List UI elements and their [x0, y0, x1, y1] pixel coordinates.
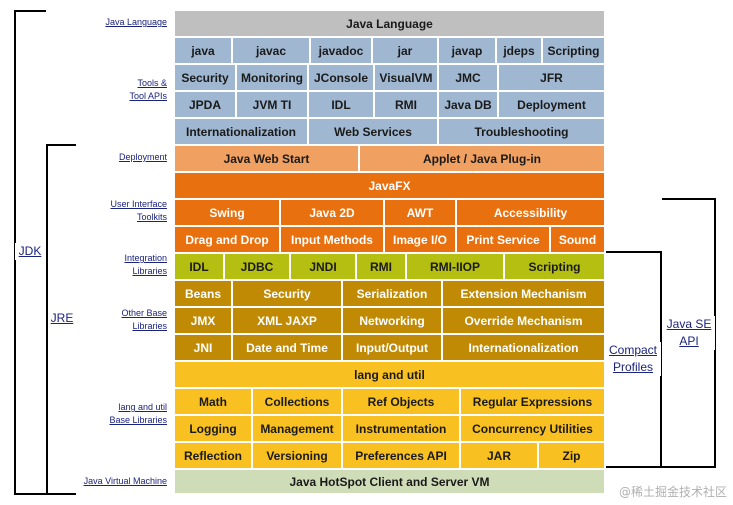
component-jdeps[interactable]: jdeps [497, 38, 543, 65]
component-collections[interactable]: Collections [253, 389, 343, 416]
component-input-methods[interactable]: Input Methods [281, 227, 385, 254]
row-label-java-language[interactable]: Java Language [105, 16, 167, 29]
component-javadoc[interactable]: javadoc [311, 38, 373, 65]
row-label-line: Other Base [121, 308, 167, 318]
component-scripting[interactable]: Scripting [543, 38, 606, 65]
component-java-db[interactable]: Java DB [439, 92, 499, 119]
component-java-language[interactable]: Java Language [175, 11, 606, 38]
java-se-api-bracket [662, 198, 716, 468]
component-jmx[interactable]: JMX [175, 308, 233, 335]
row-label-lang-and-util-base-libraries[interactable]: lang and util Base Libraries [109, 401, 167, 427]
component-jmc[interactable]: JMC [439, 65, 499, 92]
row-label-user-interface-toolkits[interactable]: User Interface Toolkits [110, 198, 167, 224]
component-drag-and-drop[interactable]: Drag and Drop [175, 227, 281, 254]
component-idl[interactable]: IDL [309, 92, 375, 119]
component-extension-mechanism[interactable]: Extension Mechanism [443, 281, 606, 308]
component-beans[interactable]: Beans [175, 281, 233, 308]
row-label-line: User Interface [110, 199, 167, 209]
component-image-i-o[interactable]: Image I/O [385, 227, 457, 254]
row-label-line: Deployment [118, 152, 167, 162]
component-deployment[interactable]: Deployment [499, 92, 606, 119]
component-jpda[interactable]: JPDA [175, 92, 237, 119]
row-label-java-virtual-machine[interactable]: Java Virtual Machine [84, 475, 167, 488]
component-scripting[interactable]: Scripting [505, 254, 606, 281]
component-visualvm[interactable]: VisualVM [375, 65, 439, 92]
component-management[interactable]: Management [253, 416, 343, 443]
component-sound[interactable]: Sound [551, 227, 606, 254]
component-jar[interactable]: jar [373, 38, 439, 65]
compact-profiles-label[interactable]: Compact Profiles [605, 342, 661, 376]
row-label-other-base-libraries[interactable]: Other Base Libraries [121, 307, 167, 333]
component-java-hotspot-client-and-server-vm[interactable]: Java HotSpot Client and Server VM [175, 470, 606, 495]
component-javap[interactable]: javap [439, 38, 497, 65]
component-java[interactable]: java [175, 38, 233, 65]
component-internationalization[interactable]: Internationalization [443, 335, 606, 362]
component-monitoring[interactable]: Monitoring [237, 65, 309, 92]
row-label-line: Java Language [105, 17, 167, 27]
component-security[interactable]: Security [175, 65, 237, 92]
row-label-deployment[interactable]: Deployment [119, 151, 167, 164]
component-print-service[interactable]: Print Service [457, 227, 551, 254]
jre-label[interactable]: JRE [48, 310, 76, 327]
component-rmi[interactable]: RMI [357, 254, 407, 281]
component-javafx[interactable]: JavaFX [175, 173, 606, 200]
component-troubleshooting[interactable]: Troubleshooting [439, 119, 606, 146]
row-label-line: Tool APIs [129, 91, 167, 101]
row-label-line: Toolkits [136, 212, 167, 222]
row-label-line: Base Libraries [109, 415, 167, 425]
component-instrumentation[interactable]: Instrumentation [343, 416, 461, 443]
java-se-api-label[interactable]: Java SE API [663, 316, 715, 350]
compact-profiles-bracket [604, 251, 662, 468]
component-web-services[interactable]: Web Services [309, 119, 439, 146]
component-java-2d[interactable]: Java 2D [281, 200, 385, 227]
component-internationalization[interactable]: Internationalization [175, 119, 309, 146]
component-jfr[interactable]: JFR [499, 65, 606, 92]
row-label-line: Libraries [132, 266, 167, 276]
component-accessibility[interactable]: Accessibility [457, 200, 606, 227]
jdk-label[interactable]: JDK [15, 243, 45, 260]
row-label-line: lang and util [118, 402, 167, 412]
component-jvm-ti[interactable]: JVM TI [237, 92, 309, 119]
component-java-web-start[interactable]: Java Web Start [175, 146, 360, 173]
component-swing[interactable]: Swing [175, 200, 281, 227]
component-concurrency-utilities[interactable]: Concurrency Utilities [461, 416, 606, 443]
component-preferences-api[interactable]: Preferences API [343, 443, 461, 470]
component-math[interactable]: Math [175, 389, 253, 416]
component-javac[interactable]: javac [233, 38, 311, 65]
row-label-line: Java Virtual Machine [83, 476, 167, 486]
component-reflection[interactable]: Reflection [175, 443, 253, 470]
component-idl[interactable]: IDL [175, 254, 225, 281]
component-rmi[interactable]: RMI [375, 92, 439, 119]
component-xml-jaxp[interactable]: XML JAXP [233, 308, 343, 335]
watermark: @稀土掘金技术社区 [618, 485, 727, 499]
row-label-line: Integration [124, 253, 167, 263]
component-versioning[interactable]: Versioning [253, 443, 343, 470]
component-jconsole[interactable]: JConsole [309, 65, 375, 92]
jre-bracket [46, 144, 76, 495]
row-label-integration-libraries[interactable]: Integration Libraries [124, 252, 167, 278]
component-jni[interactable]: JNI [175, 335, 233, 362]
component-security[interactable]: Security [233, 281, 343, 308]
component-rmi-iiop[interactable]: RMI-IIOP [407, 254, 505, 281]
component-logging[interactable]: Logging [175, 416, 253, 443]
component-regular-expressions[interactable]: Regular Expressions [461, 389, 606, 416]
component-networking[interactable]: Networking [343, 308, 443, 335]
component-input-output[interactable]: Input/Output [343, 335, 443, 362]
component-ref-objects[interactable]: Ref Objects [343, 389, 461, 416]
component-jar[interactable]: JAR [461, 443, 539, 470]
row-label-tools-tool-apis[interactable]: Tools & Tool APIs [129, 77, 167, 103]
component-applet-java-plug-in[interactable]: Applet / Java Plug-in [360, 146, 606, 173]
component-jndi[interactable]: JNDI [291, 254, 357, 281]
row-label-line: Tools & [137, 78, 167, 88]
row-label-line: Libraries [132, 321, 167, 331]
component-zip[interactable]: Zip [539, 443, 606, 470]
component-serialization[interactable]: Serialization [343, 281, 443, 308]
component-awt[interactable]: AWT [385, 200, 457, 227]
component-override-mechanism[interactable]: Override Mechanism [443, 308, 606, 335]
component-date-and-time[interactable]: Date and Time [233, 335, 343, 362]
component-lang-and-util[interactable]: lang and util [175, 362, 606, 389]
component-jdbc[interactable]: JDBC [225, 254, 291, 281]
